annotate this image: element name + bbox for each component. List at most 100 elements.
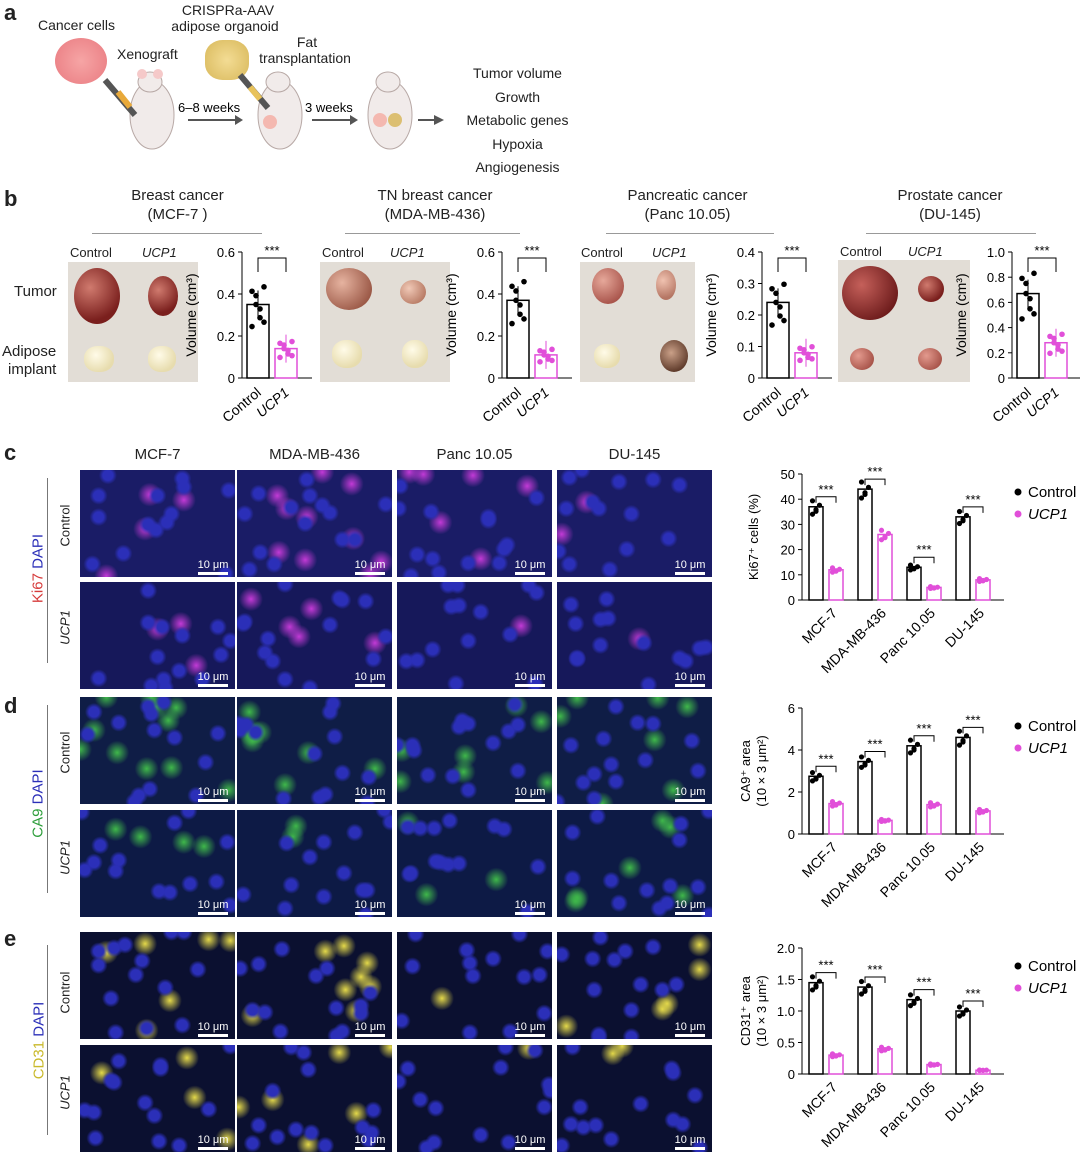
data-point <box>777 313 783 319</box>
row-label-adipose-1: Adipose <box>2 343 57 360</box>
row-label-ucp1: UCP1 <box>57 1075 73 1110</box>
y-tick-label: 1.0 <box>987 245 1005 260</box>
data-point <box>907 737 914 743</box>
arrow-icon-1 <box>188 115 243 125</box>
x-tick-label: UCP1 <box>513 384 552 420</box>
significance-bracket <box>815 972 837 979</box>
group-cell-line: (MDA-MB-436) <box>384 206 486 223</box>
data-point <box>781 317 787 324</box>
data-point <box>517 302 523 308</box>
photo-ucp1-label: UCP1 <box>390 245 425 260</box>
scale-bar: 10 μm <box>670 559 710 575</box>
scale-bar: 10 μm <box>670 1021 710 1037</box>
y-tick-label: 0.3 <box>737 277 755 292</box>
bar <box>906 745 922 835</box>
micrograph: 10 μm <box>397 470 552 577</box>
data-point <box>878 527 885 533</box>
data-point <box>931 803 937 809</box>
micrograph: 10 μm <box>557 697 712 804</box>
y-axis-label: Volume (cm³) <box>953 273 969 356</box>
organoid-label-1: CRISPRa-AAV <box>181 2 275 18</box>
x-tick-label: DU-145 <box>942 839 988 885</box>
tumor-photo <box>320 262 450 382</box>
x-tick-label: UCP1 <box>773 384 812 420</box>
photo-control-label: Control <box>70 245 112 260</box>
data-point <box>781 281 787 288</box>
data-point <box>773 299 779 306</box>
scale-bar: 10 μm <box>510 671 550 687</box>
y-tick-label: 4 <box>788 743 795 758</box>
organoid-icon <box>205 40 249 80</box>
micrograph: 10 μm <box>397 697 552 804</box>
y-tick-label: 0.4 <box>987 321 1005 336</box>
y-tick-label: 0 <box>788 827 795 842</box>
legend-marker <box>1014 510 1022 518</box>
y-tick-label: 2.0 <box>777 941 795 956</box>
significance-label: *** <box>264 243 279 258</box>
data-point <box>257 314 263 321</box>
panel-label-b: b <box>4 186 18 211</box>
cancer-cells-label: Cancer cells <box>38 17 116 33</box>
bar <box>955 1010 971 1075</box>
bar <box>808 775 824 835</box>
significance-label: *** <box>965 712 980 727</box>
outcome-item: Angiogenesis <box>475 159 560 175</box>
y-axis-label: Volume (cm³) <box>703 273 719 356</box>
x-tick-label: MCF-7 <box>799 839 841 881</box>
y-tick-label: 0.6 <box>477 245 495 260</box>
data-point <box>277 340 283 347</box>
data-point <box>833 568 839 574</box>
data-point <box>809 498 816 504</box>
syringe-icon-1 <box>102 78 138 117</box>
data-point <box>862 762 868 768</box>
photo-ucp1-label: UCP1 <box>652 245 687 260</box>
x-tick-label: UCP1 <box>1023 384 1062 420</box>
data-point <box>833 802 839 808</box>
data-point <box>980 578 986 584</box>
significance-bracket <box>1027 257 1057 272</box>
data-point <box>862 491 868 498</box>
legend-label: UCP1 <box>1028 980 1068 997</box>
legend-label: UCP1 <box>1028 506 1068 523</box>
data-point <box>914 995 921 1002</box>
significance-bracket <box>962 1000 984 1007</box>
significance-bracket <box>257 257 287 272</box>
scale-bar: 10 μm <box>350 786 390 802</box>
bar <box>857 986 873 1075</box>
y-tick-label: 0 <box>748 371 755 386</box>
significance-label: *** <box>916 721 931 736</box>
data-point <box>261 319 267 325</box>
data-point <box>858 991 865 997</box>
column-label: MDA-MB-436 <box>269 446 360 463</box>
y-axis-label: (10 × 3 μm²) <box>754 975 769 1046</box>
y-tick-label: 0.2 <box>217 329 235 344</box>
data-point <box>1047 350 1053 357</box>
y-axis-label: Volume (cm³) <box>443 273 459 356</box>
data-point <box>1051 339 1057 346</box>
data-point <box>833 1053 839 1059</box>
y-axis-label: Ki67⁺ cells (%) <box>746 494 761 580</box>
group-divider <box>92 233 262 234</box>
data-point <box>253 301 259 308</box>
outcome-item: Growth <box>494 88 541 105</box>
data-point <box>249 288 255 295</box>
photo-control-label: Control <box>840 244 882 259</box>
bar <box>808 506 824 601</box>
data-point <box>960 739 966 745</box>
row-label-tumor: Tumor <box>14 283 57 300</box>
significance-label: *** <box>916 975 931 990</box>
data-point <box>858 978 865 985</box>
y-tick-label: 20 <box>781 543 795 558</box>
micrograph: 10 μm <box>397 1045 552 1152</box>
data-point <box>813 508 819 514</box>
data-point <box>801 350 807 356</box>
outcome-item: Metabolic genes <box>466 112 569 128</box>
micrograph: 10 μm <box>80 470 235 577</box>
data-point <box>911 1000 917 1006</box>
data-point <box>777 304 783 310</box>
scale-bar: 10 μm <box>510 899 550 915</box>
significance-label: *** <box>524 243 539 258</box>
data-point <box>882 1047 888 1053</box>
data-point <box>521 278 527 285</box>
